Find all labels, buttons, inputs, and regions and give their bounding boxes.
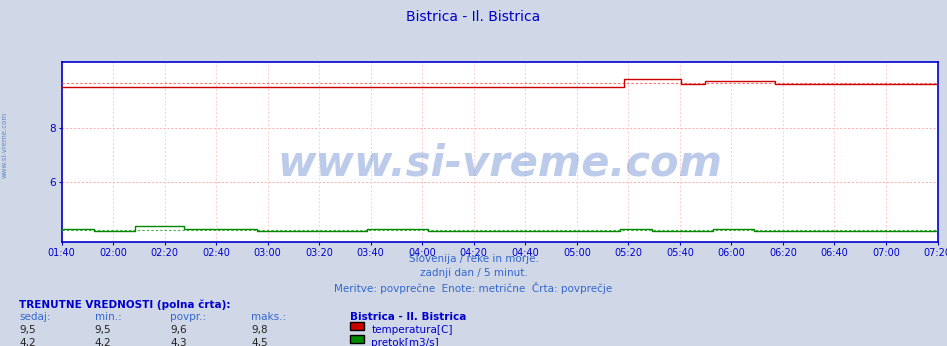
Text: Bistrica - Il. Bistrica: Bistrica - Il. Bistrica: [350, 312, 467, 322]
Text: 9,5: 9,5: [19, 325, 36, 335]
Text: maks.:: maks.:: [251, 312, 286, 322]
Text: povpr.:: povpr.:: [170, 312, 206, 322]
Text: www.si-vreme.com: www.si-vreme.com: [2, 112, 8, 179]
Text: zadnji dan / 5 minut.: zadnji dan / 5 minut.: [420, 268, 527, 278]
Text: 4,2: 4,2: [95, 338, 112, 346]
Text: TRENUTNE VREDNOSTI (polna črta):: TRENUTNE VREDNOSTI (polna črta):: [19, 299, 230, 310]
Text: pretok[m3/s]: pretok[m3/s]: [371, 338, 439, 346]
Text: 9,6: 9,6: [170, 325, 188, 335]
Text: www.si-vreme.com: www.si-vreme.com: [277, 142, 722, 184]
Text: Slovenija / reke in morje.: Slovenija / reke in morje.: [408, 254, 539, 264]
Text: 4,5: 4,5: [251, 338, 268, 346]
Text: 4,2: 4,2: [19, 338, 36, 346]
Text: 9,5: 9,5: [95, 325, 112, 335]
Text: 9,8: 9,8: [251, 325, 268, 335]
Text: 4,3: 4,3: [170, 338, 188, 346]
Text: sedaj:: sedaj:: [19, 312, 50, 322]
Text: Meritve: povprečne  Enote: metrične  Črta: povprečje: Meritve: povprečne Enote: metrične Črta:…: [334, 282, 613, 294]
Text: min.:: min.:: [95, 312, 121, 322]
Text: Bistrica - Il. Bistrica: Bistrica - Il. Bistrica: [406, 10, 541, 24]
Text: temperatura[C]: temperatura[C]: [371, 325, 453, 335]
